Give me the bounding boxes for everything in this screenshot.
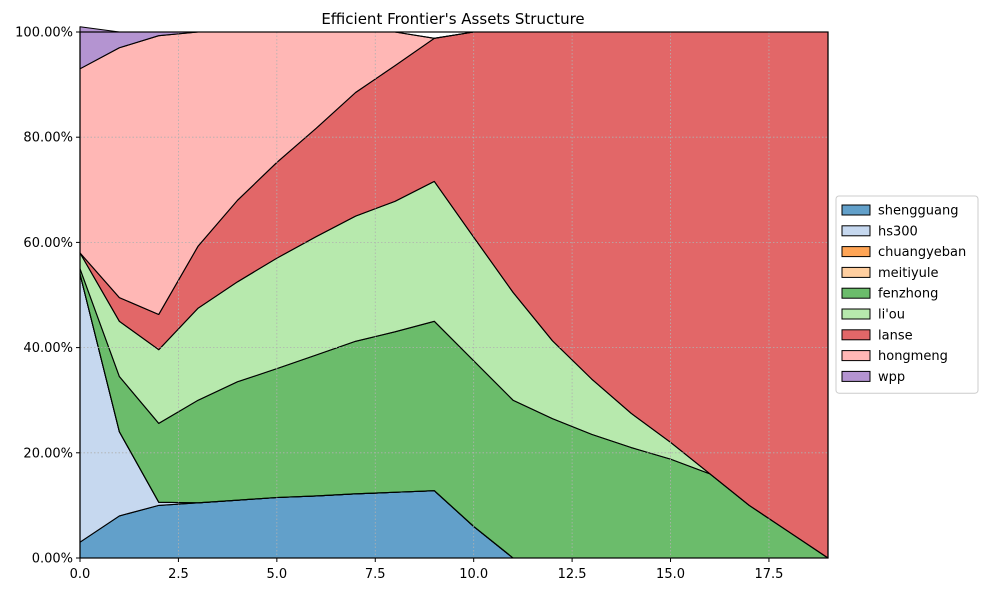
legend-swatch-li-ou (841, 308, 871, 320)
legend-label-shengguang: shengguang (878, 204, 958, 219)
y-tick-label: 40.00% (23, 341, 73, 356)
x-tick-label: 0.0 (70, 567, 91, 582)
legend-swatch-wpp (841, 370, 871, 382)
x-tick-label: 5.0 (266, 567, 287, 582)
plot-frame (79, 31, 829, 559)
x-tick-label: 10.0 (459, 567, 488, 582)
legend-box (835, 195, 979, 394)
legend-label-lanse: lanse (878, 328, 913, 343)
chart-title: Efficient Frontier's Assets Structure (321, 10, 584, 28)
x-tick-label: 2.5 (168, 567, 189, 582)
y-tick-label: 20.00% (23, 446, 73, 461)
legend-label-li-ou: li'ou (878, 308, 905, 323)
x-tick-label: 17.5 (754, 567, 783, 582)
legend-swatch-fenzhong (841, 287, 871, 299)
x-axis: 0.0 2.5 5.0 7.5 10.0 12.5 15.0 17.5 (70, 558, 783, 582)
x-tick-label: 7.5 (365, 567, 386, 582)
legend-label-hs300: hs300 (878, 224, 918, 239)
legend-label-chuangyeban: chuangyeban (878, 245, 966, 260)
series-areas (79, 26, 829, 559)
legend-swatch-lanse (841, 329, 871, 341)
legend-label-hongmeng: hongmeng (878, 349, 948, 364)
legend-swatch-hs300 (841, 225, 871, 237)
y-tick-label: 60.00% (23, 236, 73, 251)
legend-swatch-meitiyule (841, 266, 871, 278)
legend-swatch-chuangyeban (841, 246, 871, 258)
legend-swatch-shengguang (841, 204, 871, 216)
y-tick-label: 80.00% (23, 131, 73, 146)
legend-swatch-hongmeng (841, 350, 871, 362)
y-tick-label: 0.00% (32, 552, 73, 567)
x-tick-label: 12.5 (558, 567, 587, 582)
y-tick-label: 100.00% (15, 26, 73, 41)
x-tick-label: 15.0 (656, 567, 685, 582)
legend-label-wpp: wpp (878, 370, 905, 385)
y-axis: 0.00% 20.00% 40.00% 60.00% 80.00% 100.00% (15, 26, 80, 567)
legend-label-fenzhong: fenzhong (878, 287, 938, 302)
legend: shengguang hs300 chuangyeban meitiyule fenzh… (835, 195, 979, 394)
legend-label-meitiyule: meitiyule (878, 266, 939, 281)
